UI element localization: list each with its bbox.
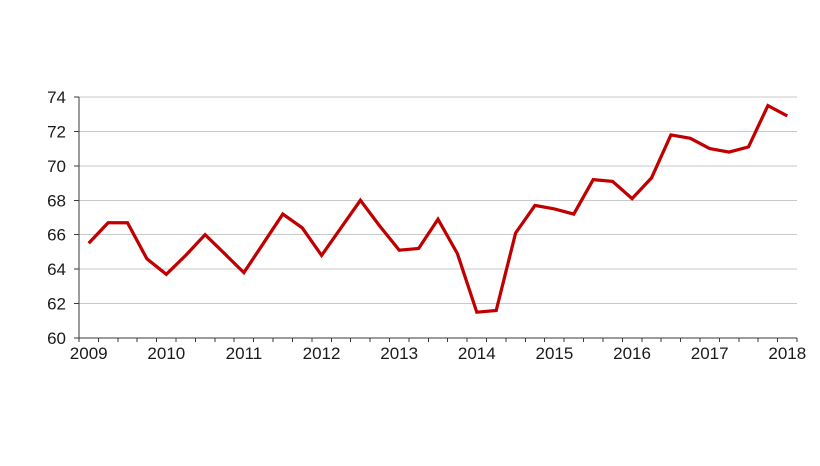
x-axis-label: 2018 bbox=[768, 344, 806, 363]
y-axis-label: 60 bbox=[47, 329, 66, 348]
y-axis-label: 72 bbox=[47, 122, 66, 141]
x-axis-label: 2010 bbox=[147, 344, 185, 363]
x-axis-label: 2017 bbox=[691, 344, 729, 363]
y-axis-label: 64 bbox=[47, 260, 66, 279]
y-axis-label: 68 bbox=[47, 191, 66, 210]
x-axis-label: 2015 bbox=[536, 344, 574, 363]
data-line bbox=[87, 103, 789, 314]
x-axis-label: 2012 bbox=[303, 344, 341, 363]
x-axis-label: 2014 bbox=[458, 344, 496, 363]
y-axis-label: 74 bbox=[47, 88, 66, 107]
x-axis-label: 2009 bbox=[70, 344, 108, 363]
x-axis-label: 2011 bbox=[226, 344, 263, 363]
x-axis-label: 2016 bbox=[613, 344, 651, 363]
y-axis-label: 62 bbox=[47, 295, 66, 314]
x-axis-label: 2013 bbox=[380, 344, 418, 363]
y-axis-label: 66 bbox=[47, 226, 66, 245]
y-axis-label: 70 bbox=[47, 157, 66, 176]
